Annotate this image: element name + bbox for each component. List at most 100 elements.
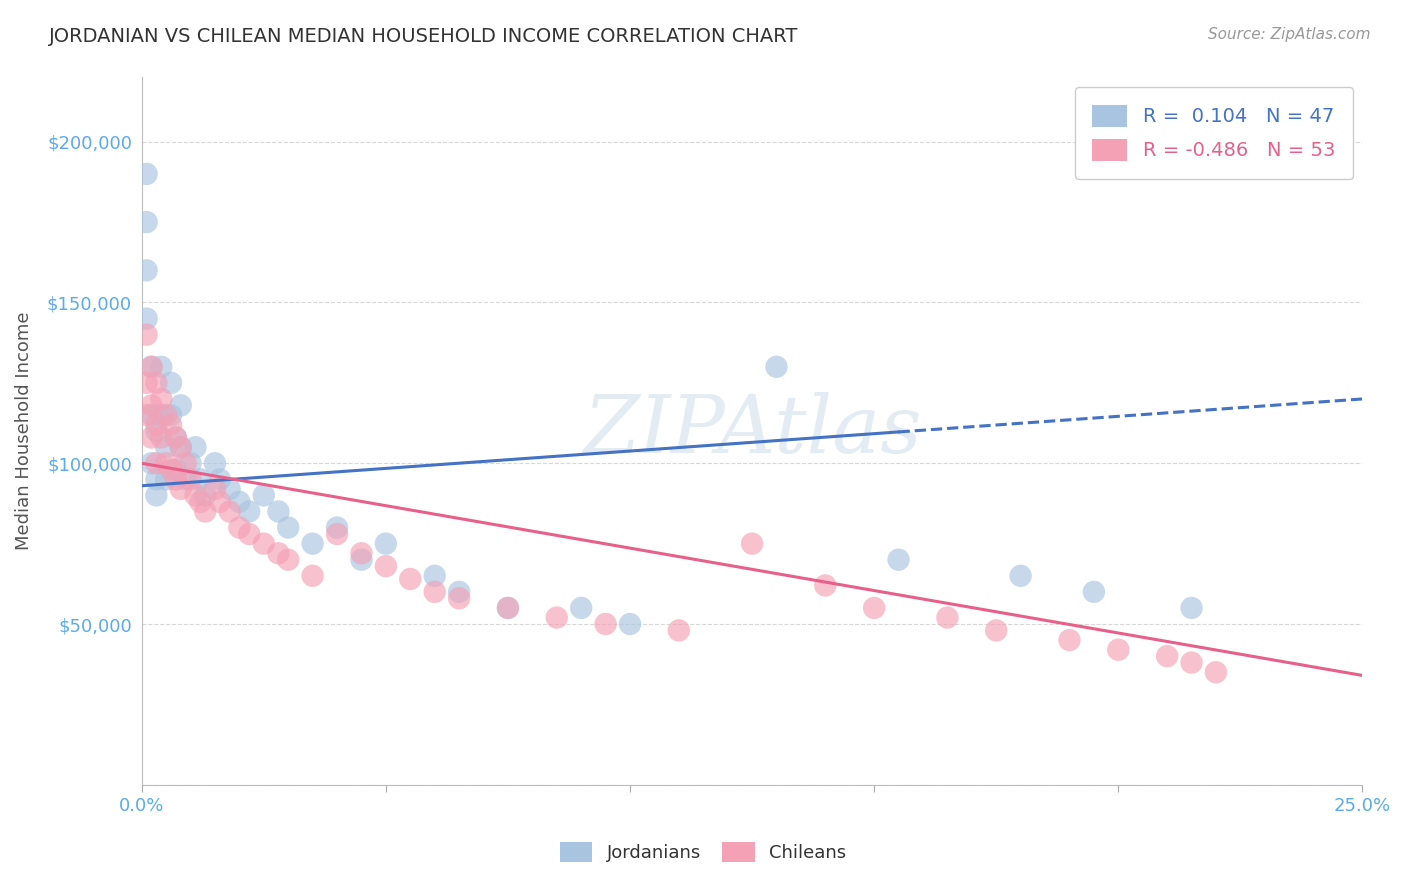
Point bbox=[228, 520, 250, 534]
Point bbox=[150, 359, 173, 374]
Point bbox=[145, 417, 167, 432]
Point bbox=[170, 440, 193, 454]
Point bbox=[208, 472, 231, 486]
Point bbox=[165, 431, 187, 445]
Point bbox=[546, 610, 568, 624]
Point bbox=[765, 359, 787, 374]
Legend: Jordanians, Chileans: Jordanians, Chileans bbox=[553, 834, 853, 870]
Point bbox=[374, 536, 396, 550]
Point bbox=[887, 552, 910, 566]
Point bbox=[160, 417, 183, 432]
Point bbox=[194, 504, 217, 518]
Point bbox=[160, 408, 183, 422]
Point bbox=[188, 495, 211, 509]
Point bbox=[180, 456, 202, 470]
Point bbox=[423, 568, 446, 582]
Point bbox=[165, 472, 187, 486]
Point bbox=[253, 488, 276, 502]
Point bbox=[277, 520, 299, 534]
Point bbox=[135, 215, 157, 229]
Point bbox=[170, 398, 193, 412]
Point bbox=[204, 482, 226, 496]
Point bbox=[150, 392, 173, 406]
Point bbox=[986, 624, 1008, 638]
Point bbox=[170, 482, 193, 496]
Point bbox=[184, 488, 207, 502]
Point bbox=[741, 536, 763, 550]
Point bbox=[145, 488, 167, 502]
Point bbox=[141, 408, 163, 422]
Point bbox=[150, 408, 173, 422]
Point bbox=[155, 472, 177, 486]
Point bbox=[350, 552, 373, 566]
Point bbox=[277, 552, 299, 566]
Point bbox=[326, 520, 349, 534]
Point bbox=[141, 398, 163, 412]
Point bbox=[218, 504, 240, 518]
Point bbox=[1083, 585, 1105, 599]
Point bbox=[174, 456, 197, 470]
Point bbox=[155, 408, 177, 422]
Point bbox=[174, 472, 197, 486]
Point bbox=[814, 578, 837, 592]
Point bbox=[135, 376, 157, 390]
Point bbox=[135, 263, 157, 277]
Point bbox=[267, 546, 290, 560]
Point bbox=[496, 601, 519, 615]
Point bbox=[155, 456, 177, 470]
Point bbox=[619, 617, 641, 632]
Point bbox=[180, 472, 202, 486]
Point bbox=[155, 440, 177, 454]
Point bbox=[668, 624, 690, 638]
Point bbox=[194, 488, 217, 502]
Text: JORDANIAN VS CHILEAN MEDIAN HOUSEHOLD INCOME CORRELATION CHART: JORDANIAN VS CHILEAN MEDIAN HOUSEHOLD IN… bbox=[49, 27, 799, 45]
Point bbox=[496, 601, 519, 615]
Point bbox=[1059, 633, 1081, 648]
Text: ZIPAtlas: ZIPAtlas bbox=[583, 392, 921, 470]
Point bbox=[238, 527, 260, 541]
Point bbox=[208, 495, 231, 509]
Point bbox=[160, 376, 183, 390]
Point bbox=[188, 472, 211, 486]
Point bbox=[141, 456, 163, 470]
Point bbox=[160, 463, 183, 477]
Point bbox=[350, 546, 373, 560]
Point bbox=[141, 359, 163, 374]
Point bbox=[170, 440, 193, 454]
Point bbox=[449, 591, 471, 606]
Point bbox=[204, 456, 226, 470]
Point bbox=[141, 359, 163, 374]
Point bbox=[253, 536, 276, 550]
Point bbox=[238, 504, 260, 518]
Point bbox=[374, 559, 396, 574]
Point bbox=[595, 617, 617, 632]
Point bbox=[423, 585, 446, 599]
Point bbox=[145, 472, 167, 486]
Point bbox=[936, 610, 959, 624]
Point bbox=[135, 167, 157, 181]
Point bbox=[165, 431, 187, 445]
Text: Source: ZipAtlas.com: Source: ZipAtlas.com bbox=[1208, 27, 1371, 42]
Y-axis label: Median Household Income: Median Household Income bbox=[15, 312, 32, 550]
Point bbox=[301, 568, 323, 582]
Point bbox=[135, 311, 157, 326]
Point bbox=[1205, 665, 1227, 680]
Point bbox=[326, 527, 349, 541]
Point bbox=[135, 327, 157, 342]
Point bbox=[218, 482, 240, 496]
Point bbox=[569, 601, 592, 615]
Point bbox=[863, 601, 886, 615]
Point bbox=[1156, 649, 1178, 664]
Point bbox=[449, 585, 471, 599]
Point bbox=[135, 408, 157, 422]
Point bbox=[399, 572, 422, 586]
Point bbox=[301, 536, 323, 550]
Point bbox=[228, 495, 250, 509]
Point bbox=[145, 424, 167, 438]
Legend: R =  0.104   N = 47, R = -0.486   N = 53: R = 0.104 N = 47, R = -0.486 N = 53 bbox=[1074, 87, 1353, 178]
Point bbox=[1180, 601, 1202, 615]
Point bbox=[145, 376, 167, 390]
Point bbox=[184, 440, 207, 454]
Point bbox=[165, 463, 187, 477]
Point bbox=[267, 504, 290, 518]
